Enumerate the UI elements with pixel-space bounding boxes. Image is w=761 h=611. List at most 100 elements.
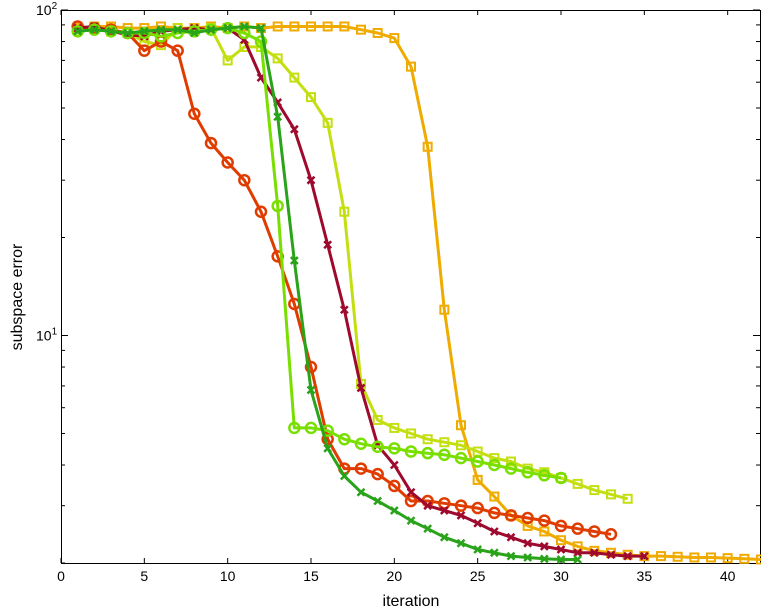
data-point-cross (239, 22, 249, 31)
data-point-cross (156, 25, 166, 35)
data-point-cross (456, 511, 466, 520)
x-tick-label: 25 (470, 568, 486, 584)
data-point-square (756, 554, 761, 565)
data-point-cross (606, 550, 616, 560)
data-point-square (489, 491, 500, 502)
data-point-circle (188, 107, 201, 121)
data-point-square (622, 493, 633, 504)
data-point-square (506, 456, 516, 467)
y-axis-ticks: 101 102 (36, 1, 760, 564)
data-point-cross (406, 487, 416, 497)
series-6 (73, 22, 583, 564)
data-point-circle (204, 136, 218, 150)
data-point-square (339, 206, 350, 217)
data-point-square (422, 141, 433, 152)
plot-frame (61, 10, 761, 564)
data-point-square (739, 553, 750, 564)
data-point-square (489, 453, 500, 464)
data-point-square (289, 21, 300, 32)
data-point-square (656, 551, 666, 562)
data-point-cross (506, 532, 516, 542)
data-point-cross (139, 26, 149, 36)
data-point-square (456, 420, 466, 431)
data-point-circle (354, 437, 368, 450)
x-tick-label: 30 (553, 568, 569, 584)
y-tick-exponent: 2 (52, 1, 58, 12)
data-point-cross (339, 305, 349, 315)
data-point-circle (404, 494, 418, 508)
data-point-cross (389, 506, 399, 515)
series-line (77, 25, 761, 561)
data-point-square (289, 72, 300, 83)
data-point-cross (323, 240, 333, 250)
data-point-circle (254, 35, 268, 48)
data-point-cross (573, 548, 583, 558)
y-tick-base: 10 (36, 2, 52, 18)
data-point-square (222, 55, 233, 66)
x-tick-label: 0 (57, 568, 65, 584)
plot-border (61, 10, 761, 564)
data-point-circle (521, 466, 534, 479)
data-point-circle (304, 360, 318, 374)
data-point-circle (438, 448, 451, 462)
data-point-square (272, 21, 283, 32)
series-layer (71, 20, 761, 565)
data-point-circle (471, 501, 484, 515)
data-point-cross (339, 471, 349, 481)
data-point-cross (523, 538, 533, 548)
data-point-cross (289, 124, 299, 134)
data-point-cross (539, 541, 549, 551)
data-point-cross (506, 551, 516, 561)
x-axis-label: iteration (383, 593, 440, 610)
data-point-square (322, 21, 333, 32)
data-point-cross (489, 548, 499, 558)
x-tick-label: 40 (720, 568, 736, 584)
series-1 (72, 21, 761, 565)
data-point-cross (89, 25, 99, 35)
data-point-circle (571, 522, 584, 535)
data-point-square (689, 552, 700, 563)
data-point-circle (421, 446, 434, 460)
data-point-circle (338, 432, 351, 446)
series-2 (72, 23, 633, 504)
x-axis-ticks: 0 5 10 15 20 25 30 35 40 (57, 10, 736, 584)
data-point-cross (439, 532, 449, 542)
data-point-circle (454, 499, 468, 512)
data-point-cross (289, 256, 299, 265)
data-point-cross (423, 501, 433, 511)
x-tick-label: 5 (140, 568, 148, 584)
data-point-circle (254, 205, 268, 218)
data-point-circle (388, 442, 401, 455)
data-point-square (356, 24, 366, 35)
data-point-cross (273, 112, 283, 122)
data-point-square (372, 415, 383, 426)
x-tick-label: 35 (637, 568, 653, 584)
data-point-square (472, 474, 483, 485)
data-point-cross (473, 518, 483, 528)
data-point-circle (288, 421, 301, 435)
data-point-circle (371, 467, 384, 481)
data-point-square (306, 21, 316, 32)
data-point-cross (573, 555, 583, 564)
data-point-square (406, 61, 416, 72)
data-point-square (572, 541, 583, 552)
data-point-cross (456, 538, 466, 548)
data-point-circle (454, 451, 468, 465)
data-point-square (572, 478, 583, 489)
data-point-cross (306, 175, 316, 185)
y-tick-label: 101 (36, 326, 58, 343)
data-point-square (589, 485, 600, 496)
data-point-circle (438, 497, 451, 510)
data-point-cross (223, 23, 233, 33)
y-tick-label: 102 (36, 1, 58, 18)
series-3 (71, 20, 618, 541)
data-point-cross (523, 553, 533, 562)
data-point-square (422, 434, 433, 445)
data-point-cross (389, 460, 399, 470)
x-tick-label: 20 (387, 568, 403, 584)
data-point-square (306, 92, 316, 103)
data-point-cross (206, 25, 216, 35)
data-point-square (389, 33, 400, 44)
x-tick-label: 10 (220, 568, 236, 584)
data-point-cross (306, 385, 316, 395)
